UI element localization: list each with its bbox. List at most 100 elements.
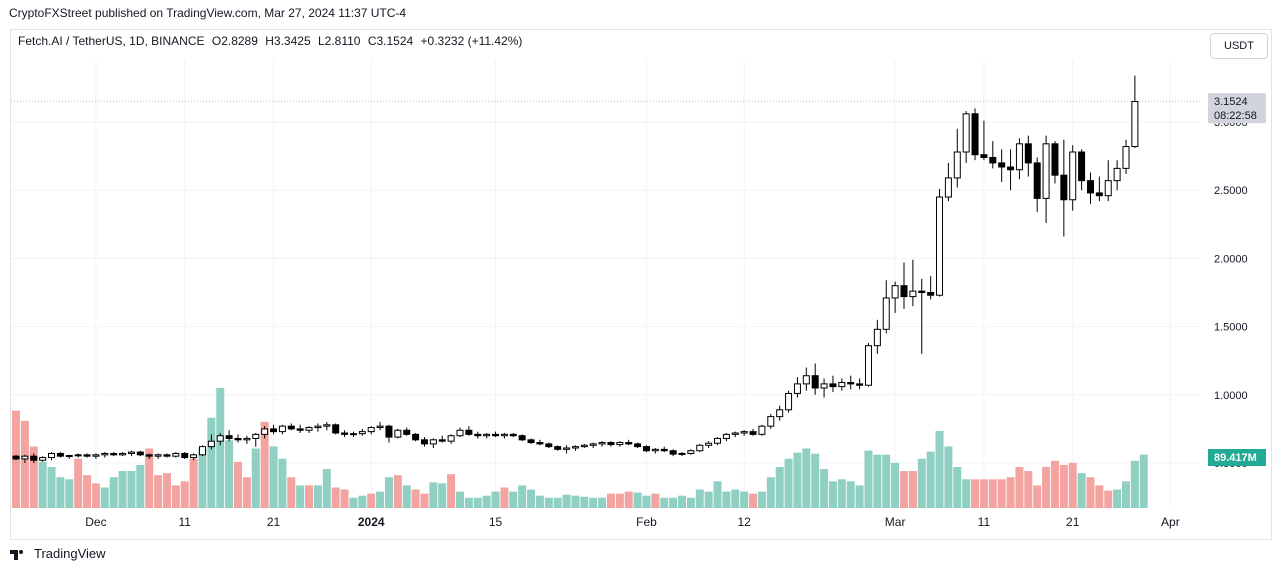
volume-bar [305,485,314,508]
volume-bar [180,481,189,508]
candle [518,434,526,442]
candle [341,430,349,438]
tradingview-logo-icon [10,548,28,560]
volume-bar [944,446,953,508]
volume-bar [429,482,438,508]
symbol-name[interactable]: Fetch.AI / TetherUS, 1D, BINANCE [18,34,205,48]
time-tick-label: Mar [885,515,906,529]
volume-bar [775,466,784,508]
volume-bar [91,483,100,508]
volume-bar [171,485,180,508]
volume-bar [1086,477,1095,508]
volume-bar [1059,464,1068,508]
volume-bar [855,485,864,508]
candle [705,441,713,448]
candle [509,432,517,438]
candle [918,278,926,354]
candle [136,450,144,457]
candle [927,276,935,300]
volume-bar [154,475,163,508]
price-tick-label: 1.5000 [1214,322,1248,334]
candle [1104,160,1112,202]
volume-bar [83,475,92,508]
candle [740,430,748,436]
time-tick-label: 2024 [358,515,385,529]
candle [207,434,215,450]
candle [305,426,313,433]
candle [492,431,500,438]
last-price-countdown: 08:22:58 [1214,110,1257,122]
candle [616,441,624,447]
volume-bar [979,479,988,508]
volume-bar [447,474,456,508]
volume-bar [313,485,322,508]
volume-bar [287,477,296,508]
candle [438,435,446,443]
volume-bar [678,495,686,508]
candle [65,454,73,459]
volume-bar [953,466,962,508]
candle [278,424,286,435]
candle [607,441,615,447]
candle [1060,139,1068,237]
volume-bar [411,489,420,508]
candle [642,445,650,453]
volume-bar [216,388,225,508]
candle [420,437,428,447]
candle [936,188,944,297]
candle [376,422,384,431]
volume-bar [509,491,518,508]
candle [101,452,109,458]
candle [767,413,775,429]
candle [367,426,375,435]
candle [1007,149,1015,191]
candle [332,423,340,435]
candle [1086,172,1094,204]
candle [296,424,304,433]
volume-bar [367,493,376,508]
tradingview-brand[interactable]: TradingView [10,546,106,561]
volume-bar [713,481,722,508]
candle [829,375,837,393]
volume-bar [331,487,340,508]
volume-bar [65,479,74,508]
candle [678,452,686,457]
volume-bar [1006,477,1015,508]
volume-bar [1033,485,1042,508]
candle [660,446,668,453]
time-tick-label: 21 [267,515,281,529]
candle [776,405,784,421]
candle [571,445,579,451]
candle [891,281,899,313]
last-price-badge: 3.1524 08:22:58 [1208,93,1266,124]
candle [1015,138,1023,180]
candle [243,435,251,444]
volume-bar [535,495,544,508]
volume-bar [420,493,429,508]
volume-bar [109,477,118,508]
candle [909,259,917,307]
volume-bar [784,458,793,508]
brand-name: TradingView [34,546,106,561]
volume-bar [464,497,473,508]
volume-value: 89.417M [1214,452,1257,464]
volume-bar [189,458,198,508]
candle [127,450,135,457]
volume-bar [1139,454,1148,508]
volume-bar [891,462,900,508]
volume-bar [340,489,349,508]
candle [385,424,393,443]
candle [30,453,38,463]
currency-button[interactable]: USDT [1210,33,1268,59]
volume-bar [38,461,47,508]
volume-bar [456,491,464,508]
volume-bar [669,497,678,508]
volume-bar [393,475,402,508]
candle [882,280,890,334]
candles [12,75,1139,463]
volume-bar [820,469,829,508]
time-axis[interactable]: Dec 11 21 2024 15 Feb 12 Mar 11 21 Apr [85,515,1179,529]
symbol-legend: Fetch.AI / TetherUS, 1D, BINANCE O2.8289… [18,34,526,48]
